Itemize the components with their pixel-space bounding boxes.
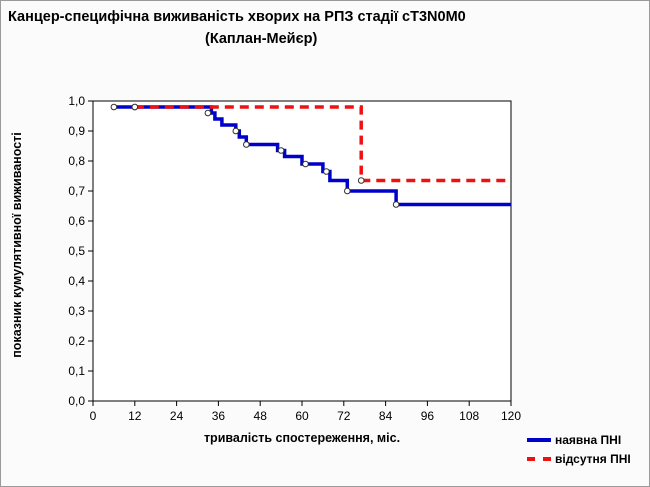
x-tick-label: 12 [128,409,142,423]
y-tick-label: 0,6 [68,214,85,228]
legend-label-series-1: наявна ПНІ [555,432,622,447]
x-tick-label: 24 [170,409,184,423]
x-tick-label: 0 [90,409,97,423]
legend-item-series-2: відсутня ПНІ [527,449,631,468]
legend-item-series-1: наявна ПНІ [527,430,631,449]
legend-swatch-series-2 [527,456,551,461]
x-tick-label: 84 [379,409,393,423]
x-tick-label: 72 [337,409,351,423]
censored-marker-series-1 [204,109,212,117]
censored-marker-series-1 [344,187,351,195]
legend-swatch-series-1 [527,437,551,442]
censored-marker-series-1 [243,141,250,148]
censored-marker-series-1 [110,103,118,111]
y-tick-label: 1,0 [68,94,85,108]
x-axis-ticks: 0 12 24 36 48 60 72 84 96 108 120 [90,401,521,423]
y-axis-ticks: 0,0 0,1 0,2 0,3 0,4 0,5 0,6 0,7 0,8 0,9 1,0 [68,94,93,408]
series-line-2 [134,105,511,183]
x-tick-label: 120 [501,409,521,423]
y-tick-label: 0,9 [68,124,85,138]
x-tick-label: 108 [459,409,479,423]
censored-marker-series-1 [302,160,309,168]
y-tick-label: 0,8 [68,154,85,168]
censored-marker-series-1 [232,127,240,135]
censored-marker-series-2 [357,177,365,184]
censored-marker-series-1 [392,201,400,208]
y-tick-label: 0,0 [68,394,85,408]
censored-marker-series-2 [131,103,139,111]
x-tick-label: 60 [295,409,309,423]
x-tick-label: 48 [254,409,268,423]
x-tick-label: 36 [212,409,226,423]
x-tick-label: 96 [421,409,435,423]
y-tick-label: 0,7 [68,184,85,198]
series-layer [110,103,511,208]
y-tick-label: 0,4 [68,274,85,288]
y-tick-label: 0,5 [68,244,85,258]
legend: наявна ПНІ відсутня ПНІ [527,430,631,468]
y-tick-label: 0,3 [68,304,85,318]
x-axis-label: тривалість спостереження, міс. [204,431,400,445]
plot-area [92,100,512,402]
chart-title: Канцер-специфічна виживаність хворих на … [8,9,466,25]
legend-label-series-2: відсутня ПНІ [555,451,631,466]
censored-marker-series-1 [323,168,330,175]
series-line-1 [113,105,511,207]
y-tick-label: 0,1 [68,364,85,378]
chart-subtitle: (Каплан-Мейєр) [205,31,318,47]
y-tick-label: 0,2 [68,334,85,348]
y-axis-label: показник кумулятивної виживаності [10,132,24,358]
censored-marker-series-1 [277,147,285,154]
